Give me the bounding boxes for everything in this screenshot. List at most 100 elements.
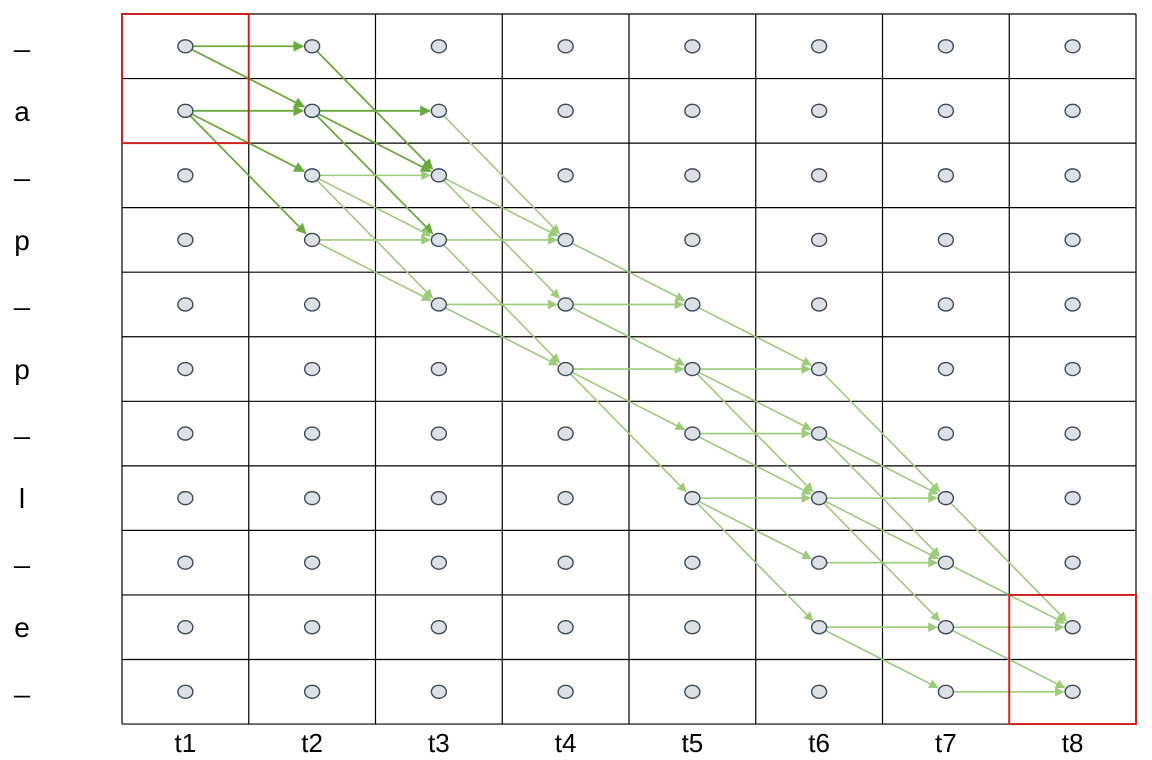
state-node [303, 39, 321, 54]
state-node [937, 361, 955, 377]
column-label: t2 [301, 728, 323, 758]
column-label: t5 [682, 728, 704, 758]
state-node [177, 297, 194, 312]
column-label: t7 [935, 728, 957, 758]
state-node [303, 103, 321, 119]
transition-arrow [698, 306, 812, 366]
state-node [177, 426, 194, 441]
state-node [684, 555, 701, 570]
state-node [684, 103, 701, 119]
state-node [557, 103, 574, 119]
state-node [684, 684, 701, 699]
transition-arrow [950, 502, 1067, 622]
state-node [430, 39, 448, 54]
state-node [430, 103, 448, 119]
transition-arrow [698, 500, 812, 560]
state-node [177, 168, 194, 183]
transition-arrow [443, 115, 560, 235]
state-node [1064, 490, 1081, 506]
state-node [303, 361, 321, 377]
transition-arrow [317, 113, 432, 173]
row-label: _ [13, 279, 30, 310]
state-node [303, 684, 321, 699]
state-node [430, 555, 448, 570]
transition-arrow [698, 371, 812, 431]
state-node [684, 297, 701, 312]
row-label: _ [13, 667, 30, 698]
state-node [557, 490, 574, 506]
state-node [177, 361, 194, 377]
highlight-box [1008, 593, 1137, 726]
state-node [430, 490, 448, 506]
state-node [937, 232, 955, 248]
state-node [557, 361, 574, 377]
state-node [557, 620, 574, 635]
state-node [810, 620, 828, 635]
state-node [937, 490, 955, 506]
state-node [1064, 555, 1081, 570]
transition-arrow [823, 373, 941, 493]
highlight-box [121, 13, 250, 145]
row-label: e [14, 612, 30, 643]
state-node [810, 39, 828, 54]
state-node [684, 426, 701, 441]
row-label: p [14, 225, 30, 256]
column-label: t4 [555, 728, 577, 758]
state-node [430, 232, 448, 248]
state-node [684, 361, 701, 377]
state-node [937, 103, 955, 119]
state-node [303, 232, 321, 248]
state-node [177, 232, 194, 248]
row-label: _ [13, 538, 30, 569]
state-node [1064, 426, 1081, 441]
state-node [557, 555, 574, 570]
state-node [177, 103, 194, 119]
state-node [1064, 297, 1081, 312]
state-node [430, 620, 448, 635]
state-node [810, 555, 828, 570]
state-node [430, 297, 448, 312]
highlight-boxes [121, 13, 1137, 726]
state-node [810, 361, 828, 377]
row-label: p [14, 354, 30, 385]
transition-arrow [824, 500, 939, 560]
state-node [177, 490, 194, 506]
row-labels: _a_p_p_l_e_ [13, 21, 30, 698]
state-node [810, 232, 828, 248]
state-node [937, 168, 955, 183]
state-node [177, 684, 194, 699]
state-node [1064, 232, 1081, 248]
transition-arrow [571, 371, 686, 431]
state-node [557, 168, 574, 183]
state-node [430, 684, 448, 699]
transition-arrow [444, 177, 559, 237]
state-node [557, 39, 574, 54]
transition-arrow [189, 115, 307, 235]
state-node [684, 490, 701, 506]
column-label: t6 [808, 728, 830, 758]
state-node [810, 490, 828, 506]
column-labels: t1 t2 t3 t4 t5 t6 t7 t8 [175, 728, 1084, 758]
state-node [1064, 361, 1081, 377]
transition-arrow [698, 436, 812, 495]
state-node [557, 297, 574, 312]
state-node [557, 232, 574, 248]
state-node [937, 39, 955, 54]
state-node [430, 426, 448, 441]
row-label: _ [13, 409, 30, 440]
transition-arrow [317, 242, 432, 302]
row-label: _ [13, 150, 30, 181]
state-node [1064, 620, 1081, 635]
row-label: a [14, 96, 30, 127]
state-node [430, 168, 448, 183]
row-label: _ [13, 21, 30, 52]
state-node [684, 168, 701, 183]
state-node [177, 555, 194, 570]
state-node [937, 297, 955, 312]
state-node [303, 426, 321, 441]
column-label: t8 [1062, 728, 1084, 758]
state-node [557, 426, 574, 441]
state-node [937, 620, 955, 635]
state-node [177, 39, 194, 54]
